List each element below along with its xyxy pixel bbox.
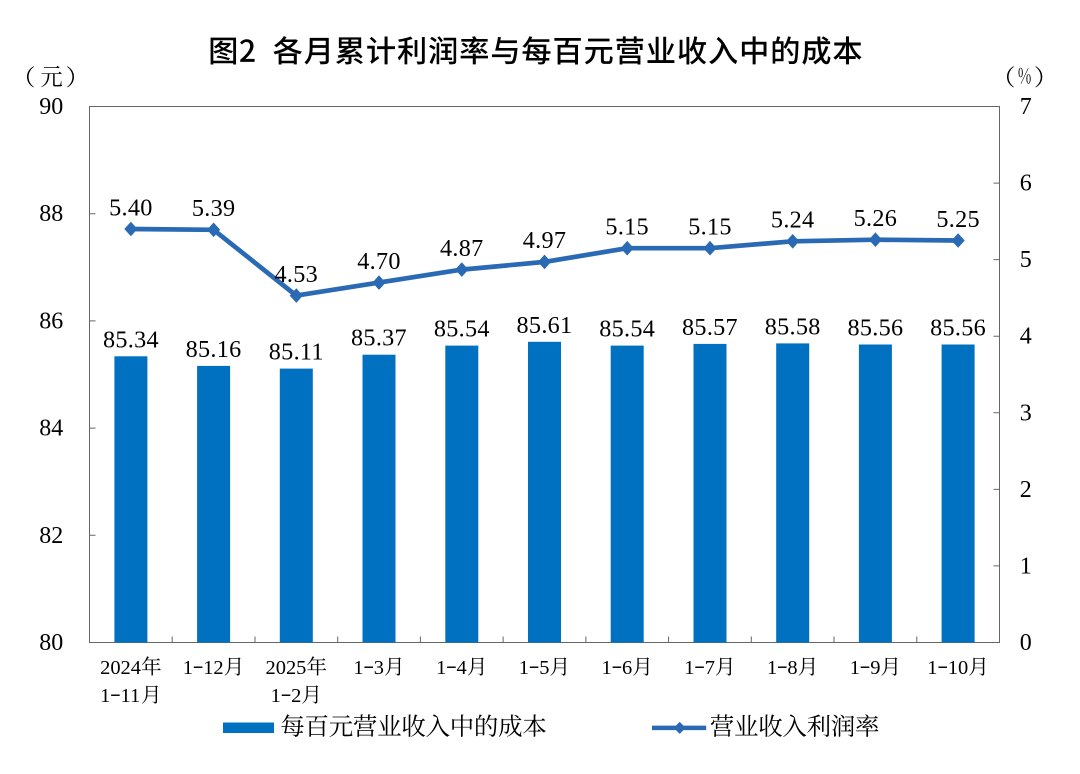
svg-text:5.25: 5.25 bbox=[936, 206, 980, 233]
svg-text:2: 2 bbox=[291, 685, 301, 707]
svg-text:86: 86 bbox=[39, 308, 63, 334]
svg-text:2025: 2025 bbox=[266, 657, 307, 679]
svg-text:7: 7 bbox=[705, 657, 715, 679]
svg-text:4.87: 4.87 bbox=[440, 235, 484, 262]
svg-text:5: 5 bbox=[539, 657, 549, 679]
svg-text:5.24: 5.24 bbox=[771, 207, 815, 234]
svg-text:88: 88 bbox=[39, 201, 63, 227]
svg-text:10: 10 bbox=[948, 657, 968, 679]
svg-text:7: 7 bbox=[1020, 94, 1032, 120]
svg-text:85.54: 85.54 bbox=[599, 316, 655, 343]
svg-text:85.54: 85.54 bbox=[434, 316, 490, 343]
svg-text:4: 4 bbox=[457, 657, 467, 679]
svg-text:85.61: 85.61 bbox=[517, 312, 573, 339]
svg-text:4.70: 4.70 bbox=[357, 248, 401, 275]
svg-text:2024: 2024 bbox=[100, 657, 141, 679]
svg-text:1: 1 bbox=[353, 657, 363, 679]
svg-text:1: 1 bbox=[850, 657, 860, 679]
svg-text:5.39: 5.39 bbox=[192, 195, 236, 222]
svg-text:4.97: 4.97 bbox=[523, 227, 567, 254]
svg-text:3: 3 bbox=[1020, 400, 1032, 426]
svg-text:85.58: 85.58 bbox=[765, 313, 821, 340]
svg-text:80: 80 bbox=[39, 630, 63, 656]
svg-text:85.16: 85.16 bbox=[186, 336, 242, 363]
svg-text:4.53: 4.53 bbox=[275, 261, 319, 288]
svg-text:3: 3 bbox=[374, 657, 384, 679]
svg-text:4: 4 bbox=[1020, 324, 1032, 350]
svg-text:6: 6 bbox=[622, 657, 632, 679]
svg-text:8: 8 bbox=[787, 657, 797, 679]
svg-text:5: 5 bbox=[1020, 247, 1032, 273]
svg-text:1: 1 bbox=[519, 657, 529, 679]
svg-text:0: 0 bbox=[1020, 630, 1032, 656]
svg-text:2: 2 bbox=[1020, 477, 1032, 503]
svg-text:12: 12 bbox=[203, 657, 223, 679]
svg-text:1: 1 bbox=[271, 685, 281, 707]
svg-text:90: 90 bbox=[39, 94, 63, 120]
svg-text:1: 1 bbox=[1020, 553, 1032, 579]
svg-text:85.34: 85.34 bbox=[103, 326, 159, 353]
svg-text:5.40: 5.40 bbox=[109, 194, 153, 221]
svg-text:85.56: 85.56 bbox=[847, 315, 903, 342]
svg-text:1: 1 bbox=[927, 657, 937, 679]
svg-text:1: 1 bbox=[602, 657, 612, 679]
svg-text:1: 1 bbox=[684, 657, 694, 679]
svg-text:1: 1 bbox=[100, 685, 110, 707]
svg-text:6: 6 bbox=[1020, 171, 1032, 197]
svg-text:9: 9 bbox=[870, 657, 880, 679]
svg-text:5.26: 5.26 bbox=[854, 205, 898, 232]
svg-text:85.37: 85.37 bbox=[351, 325, 407, 352]
svg-text:85.11: 85.11 bbox=[269, 339, 324, 366]
svg-text:85.57: 85.57 bbox=[682, 314, 738, 341]
svg-text:1: 1 bbox=[436, 657, 446, 679]
svg-text:1: 1 bbox=[767, 657, 777, 679]
svg-text:1: 1 bbox=[183, 657, 193, 679]
svg-text:5.15: 5.15 bbox=[688, 214, 732, 241]
svg-text:85.56: 85.56 bbox=[930, 315, 986, 342]
svg-text:82: 82 bbox=[39, 523, 63, 549]
svg-text:11: 11 bbox=[121, 685, 141, 707]
svg-text:5.15: 5.15 bbox=[605, 214, 649, 241]
svg-text:84: 84 bbox=[39, 416, 63, 442]
